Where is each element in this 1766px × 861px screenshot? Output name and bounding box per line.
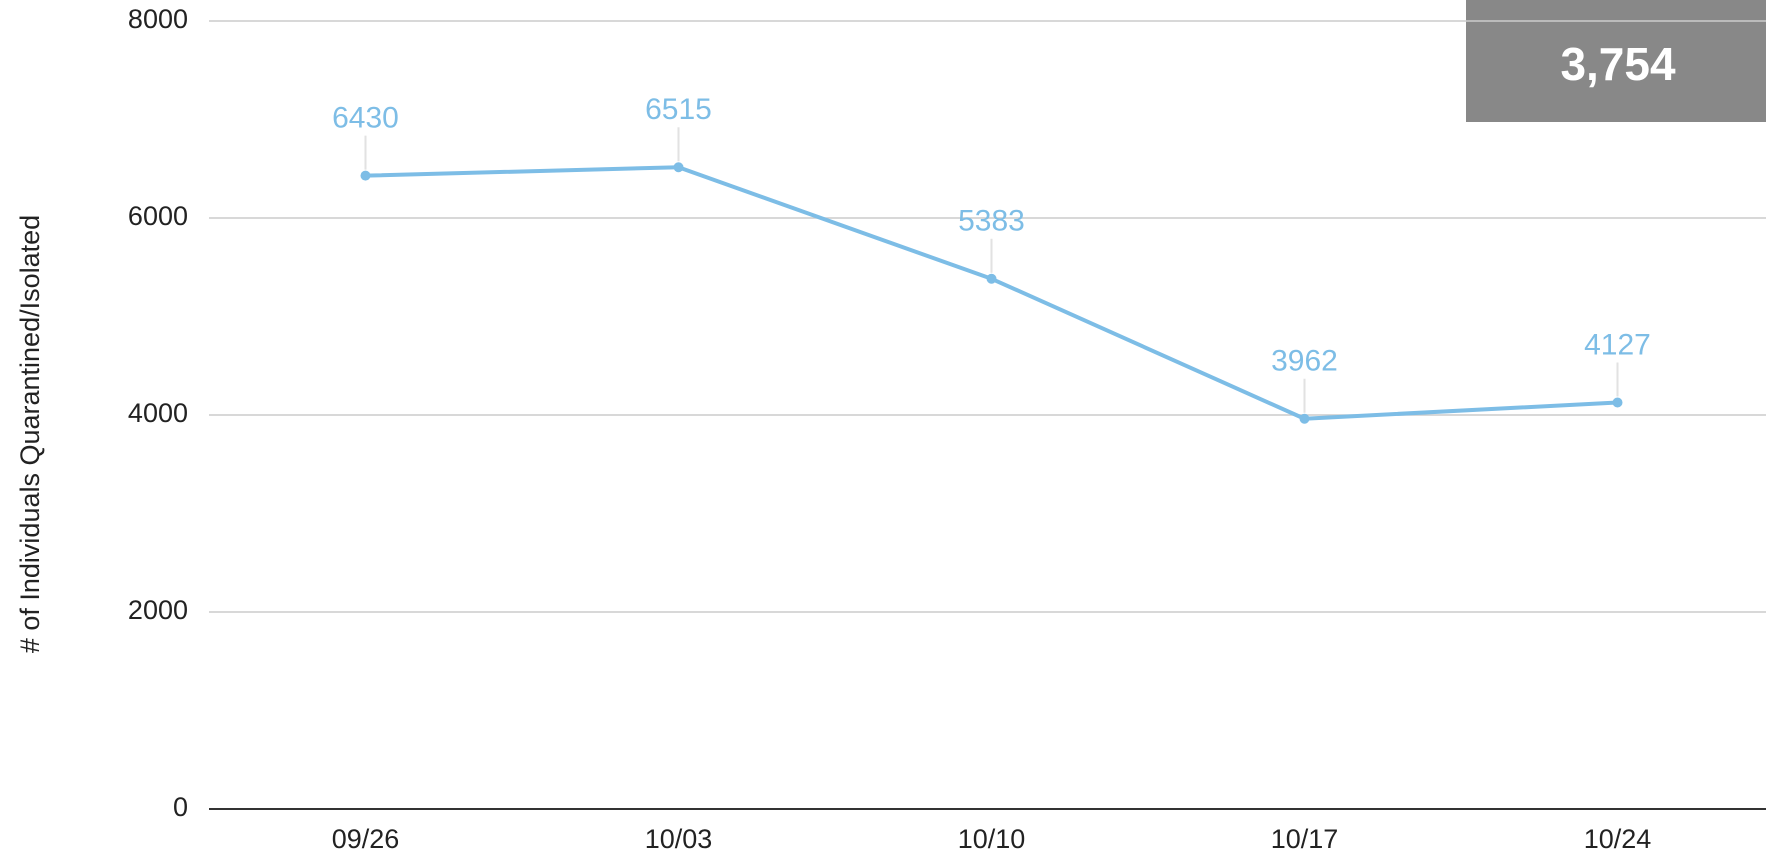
data-label: 4127	[1584, 328, 1651, 361]
point	[1612, 397, 1623, 408]
x-tick-label: 10/24	[1584, 824, 1652, 854]
x-tick-label: 10/17	[1271, 824, 1339, 854]
y-axis-label: # of Individuals Quarantined/Isolated	[15, 215, 45, 653]
y-tick-label: 6000	[128, 201, 188, 231]
y-tick-label: 0	[173, 792, 188, 822]
point	[360, 170, 371, 181]
y-tick-label: 8000	[128, 4, 188, 34]
data-label: 6430	[332, 102, 399, 135]
x-tick-label: 10/03	[645, 824, 713, 854]
badge-value: 3,754	[1560, 38, 1676, 90]
data-label: 3962	[1271, 345, 1338, 378]
x-tick-label: 09/26	[332, 824, 400, 854]
x-tick-label: 10/10	[958, 824, 1026, 854]
y-tick-label: 2000	[128, 595, 188, 625]
point	[986, 273, 997, 284]
data-label: 6515	[645, 93, 712, 126]
point	[1299, 413, 1310, 424]
data-label: 5383	[958, 205, 1025, 238]
point	[673, 162, 684, 173]
y-tick-label: 4000	[128, 398, 188, 428]
